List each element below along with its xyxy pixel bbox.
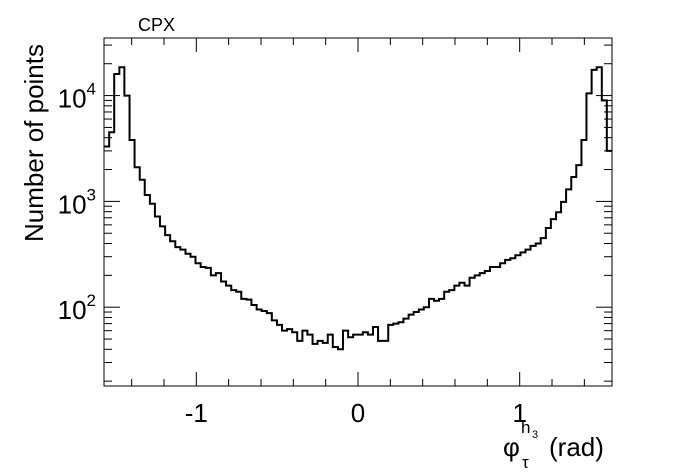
- x-axis-title: φ τ h 3 (rad): [503, 418, 604, 472]
- chart-title: CPX: [138, 15, 175, 35]
- histogram-series: [104, 66, 612, 351]
- histogram-outline: [104, 66, 612, 351]
- x-tick-label: -1: [185, 398, 208, 428]
- x-axis-unit: (rad): [549, 432, 604, 462]
- y-tick-label: 104: [58, 80, 96, 114]
- x-axis-symbol: φ: [503, 432, 520, 462]
- y-axis-title: Number of points: [19, 44, 49, 242]
- x-axis-superscript-index: 3: [532, 429, 538, 441]
- x-tick-label: 0: [351, 398, 365, 428]
- axis-ticks: -1 0 1 102 103 104: [58, 38, 612, 428]
- y-tick-label: 103: [58, 185, 96, 219]
- x-tick-label: 1: [512, 398, 526, 428]
- y-tick-label: 102: [58, 291, 96, 325]
- x-axis-superscript: h: [521, 418, 530, 437]
- x-axis-subscript: τ: [522, 453, 529, 472]
